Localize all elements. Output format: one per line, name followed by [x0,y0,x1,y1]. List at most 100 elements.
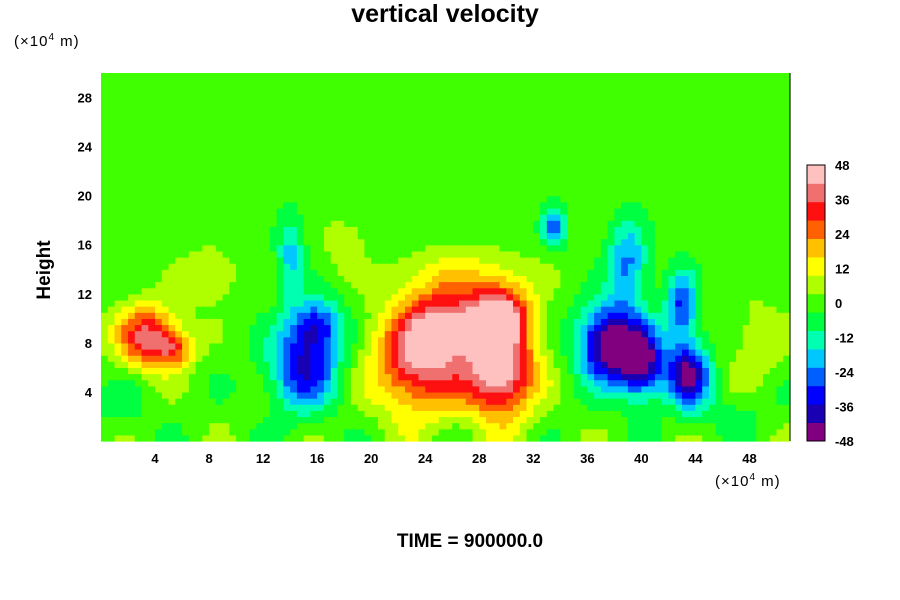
heatmap-cell [560,385,568,393]
heatmap-cell [499,349,507,356]
heatmap-cell [654,220,663,227]
heatmap-cell [229,269,237,276]
heatmap-cell [769,416,778,424]
heatmap-cell [654,269,663,276]
heatmap-cell [519,287,528,295]
heatmap-cell [391,281,399,289]
heatmap-cell [263,434,271,442]
heatmap-cell [344,416,352,424]
heatmap-cell [519,299,528,307]
heatmap-cell [438,410,447,418]
heatmap-cell [492,391,501,399]
heatmap-cell [519,312,528,319]
heatmap-cell [323,171,332,178]
heatmap-cell [296,177,305,184]
heatmap-cell [648,171,656,178]
heatmap-cell [296,428,305,436]
heatmap-cell [425,391,433,399]
heatmap-cell [533,269,541,276]
heatmap-cell [506,152,514,160]
heatmap-cell [364,391,372,399]
heatmap-cell [607,287,615,295]
heatmap-cell [344,367,352,375]
heatmap-cell [546,140,555,148]
heatmap-cell [168,410,176,418]
heatmap-cell [546,269,555,276]
heatmap-cell [175,244,183,252]
heatmap-cell [472,232,480,240]
heatmap-cell [452,293,460,301]
heatmap-cell [762,214,771,221]
heatmap-cell [459,299,467,307]
heatmap-cell [303,263,312,270]
heatmap-cell [600,189,609,197]
heatmap-cell [188,398,197,405]
heatmap-cell [627,183,636,191]
heatmap-cell [614,416,622,424]
heatmap-cell [722,207,730,215]
heatmap-cell [722,355,730,362]
heatmap-cell [195,422,203,430]
heatmap-cell [600,165,609,172]
heatmap-cell [445,146,453,154]
heatmap-cell [526,214,534,221]
heatmap-cell [675,306,683,313]
heatmap-cell [641,244,649,252]
heatmap-cell [195,226,203,234]
heatmap-cell [121,152,129,160]
heatmap-cell [546,324,555,332]
heatmap-cell [729,361,737,368]
heatmap-cell [276,434,284,442]
heatmap-cell [526,404,534,411]
heatmap-cell [573,367,582,375]
heatmap-cell [249,165,257,172]
heatmap-cell [479,373,487,381]
heatmap-cell [533,336,541,344]
heatmap-cell [762,379,771,387]
heatmap-cell [283,152,291,160]
heatmap-cell [756,232,764,240]
heatmap-cell [513,177,521,184]
heatmap-cell [249,220,257,227]
heatmap-cell [526,330,534,338]
heatmap-cell [188,281,197,289]
heatmap-cell [377,428,386,436]
heatmap-cell [459,195,467,203]
heatmap-cell [526,312,534,319]
heatmap-cell [431,306,440,313]
heatmap-cell [702,207,710,215]
heatmap-cell [209,269,217,276]
heatmap-cell [499,281,507,289]
heatmap-cell [290,318,298,326]
heatmap-cell [614,422,622,430]
heatmap-cell [269,244,278,252]
heatmap-cell [648,324,656,332]
heatmap-cell [249,385,257,393]
heatmap-cell [580,410,588,418]
heatmap-cell [546,373,555,381]
heatmap-cell [479,287,487,295]
heatmap-cell [553,281,561,289]
heatmap-cell [560,318,568,326]
heatmap-cell [695,434,703,442]
heatmap-cell [722,201,730,209]
heatmap-cell [263,361,271,368]
heatmap-cell [661,140,670,148]
heatmap-cell [148,275,156,283]
heatmap-cell [303,177,312,184]
heatmap-cell [762,165,771,172]
heatmap-cell [560,183,568,191]
heatmap-cell [580,287,588,295]
heatmap-cell [681,158,690,166]
heatmap-cell [769,318,778,326]
heatmap-cell [134,355,143,362]
heatmap-cell [560,152,568,160]
heatmap-cell [337,318,345,326]
heatmap-cell [269,349,278,356]
heatmap-cell [573,201,582,209]
heatmap-cell [283,410,291,418]
heatmap-cell [546,214,555,221]
heatmap-cell [627,207,636,215]
heatmap-cell [357,404,366,411]
heatmap-cell [459,373,467,381]
